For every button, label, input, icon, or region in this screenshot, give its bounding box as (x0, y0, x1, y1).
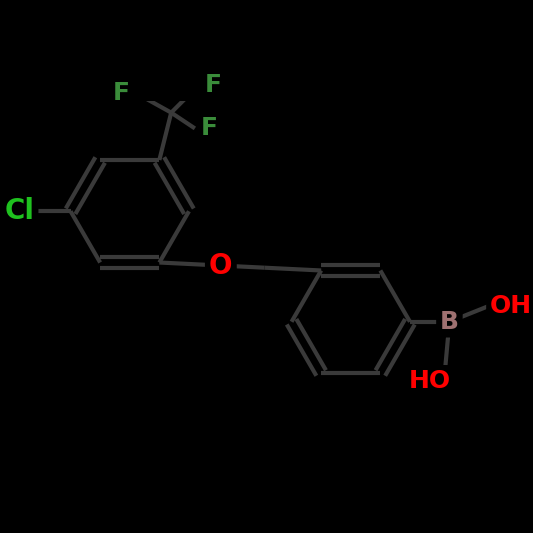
Text: OH: OH (490, 294, 532, 318)
Text: O: O (209, 252, 232, 279)
Text: F: F (113, 81, 130, 105)
Text: Cl: Cl (4, 197, 34, 225)
Text: B: B (440, 310, 459, 334)
Text: F: F (205, 73, 222, 97)
Text: F: F (200, 116, 217, 140)
Text: HO: HO (409, 369, 451, 393)
